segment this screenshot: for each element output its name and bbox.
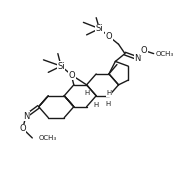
Text: O: O [141, 46, 147, 55]
Text: N: N [134, 54, 141, 63]
Text: O: O [106, 32, 112, 41]
Text: Si: Si [96, 24, 103, 33]
Text: H: H [106, 90, 112, 96]
Text: OCH₃: OCH₃ [156, 51, 174, 57]
Text: N: N [23, 112, 29, 121]
Text: Si: Si [57, 62, 65, 71]
Text: OCH₃: OCH₃ [39, 135, 57, 141]
Text: H: H [106, 101, 111, 107]
Text: H: H [84, 90, 89, 96]
Text: O: O [69, 71, 76, 80]
Text: H: H [94, 102, 99, 108]
Text: O: O [19, 124, 26, 133]
